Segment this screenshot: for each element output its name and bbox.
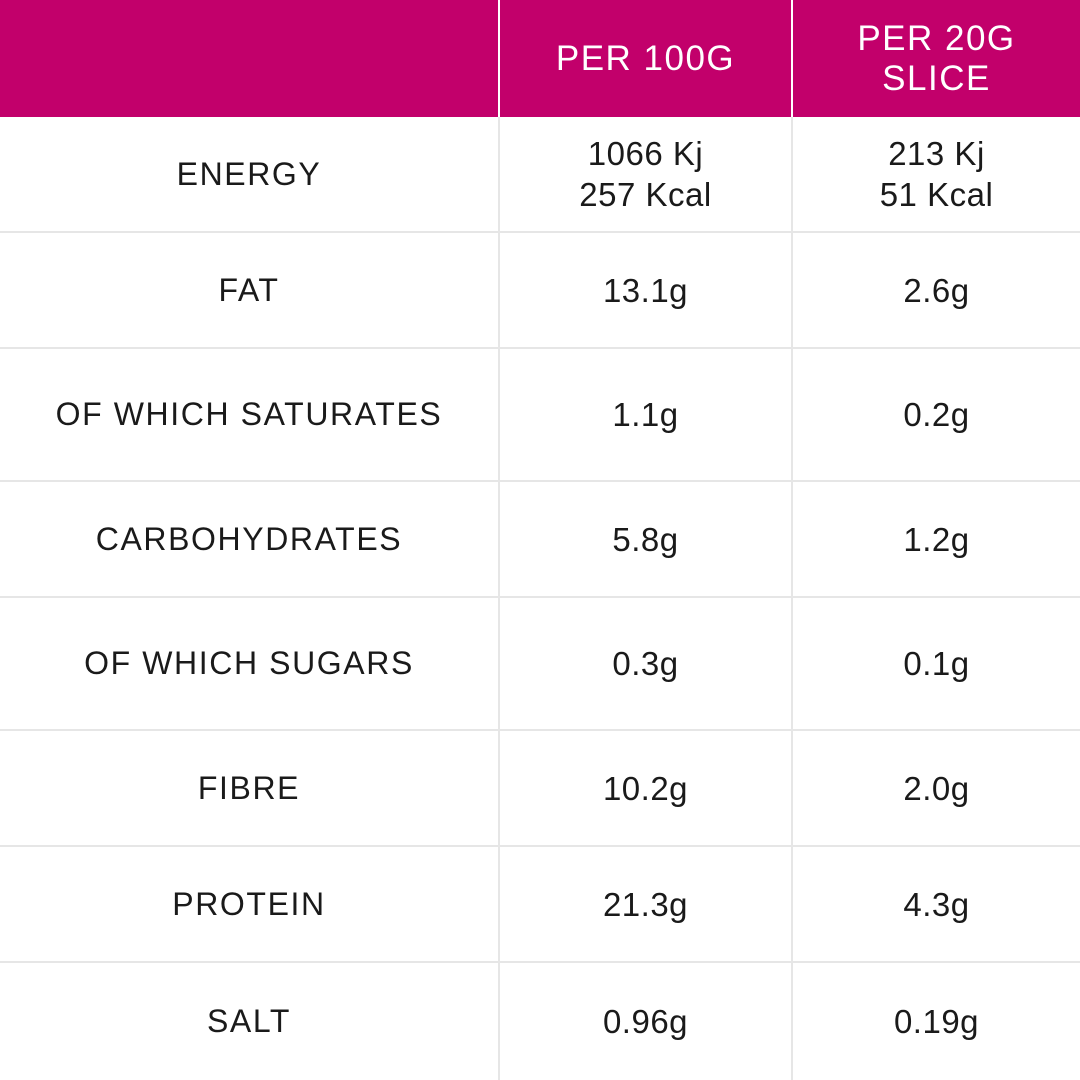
salt-slice: 0.19g [793, 963, 1080, 1080]
row-label-energy: ENERGY [0, 117, 500, 233]
fibre-per100: 10.2g [500, 731, 793, 847]
value: 0.2g [903, 396, 970, 433]
fat-slice: 2.6g [793, 233, 1080, 349]
energy-slice-stack: 213 Kj 51 Kcal [880, 133, 994, 215]
saturates-slice: 0.2g [793, 349, 1080, 482]
value: 13.1g [602, 271, 689, 309]
protein-per100: 21.3g [500, 847, 793, 963]
value: 0.96g [602, 1003, 689, 1040]
value: 0.3g [612, 645, 679, 682]
row-label-fibre: FIBRE [0, 731, 500, 847]
carbohydrates-per100: 5.8g [500, 482, 793, 598]
header-per-100g: PER 100G [500, 0, 793, 117]
energy-per100: 1066 Kj 257 Kcal [500, 117, 793, 233]
nutrient-label: SALT [206, 1003, 292, 1039]
sugars-per100: 0.3g [500, 598, 793, 731]
row-label-sugars: OF WHICH SUGARS [0, 598, 500, 731]
energy-slice: 213 Kj 51 Kcal [793, 117, 1080, 233]
nutrient-label: ENERGY [176, 155, 322, 192]
row-label-fat: FAT [0, 233, 500, 349]
row-label-carbohydrates: CARBOHYDRATES [0, 482, 500, 598]
header-per-slice-stack: PER 20G SLICE [857, 19, 1015, 99]
sugars-slice: 0.1g [793, 598, 1080, 731]
header-per-slice-line1: PER 20G [857, 18, 1016, 58]
carbohydrates-slice: 1.2g [793, 482, 1080, 598]
header-per-slice: PER 20G SLICE [793, 0, 1080, 117]
energy-per100-stack: 1066 Kj 257 Kcal [579, 133, 711, 215]
energy-per100-kcal: 257 Kcal [579, 176, 712, 213]
salt-per100: 0.96g [500, 963, 793, 1080]
protein-slice: 4.3g [793, 847, 1080, 963]
energy-slice-kj: 213 Kj [888, 135, 985, 172]
nutrient-label: PROTEIN [172, 885, 326, 922]
nutrient-label: FAT [218, 271, 280, 308]
row-label-salt: SALT [0, 963, 500, 1080]
nutrient-label: FIBRE [197, 769, 301, 806]
value: 1.1g [612, 396, 679, 433]
value: 4.3g [903, 885, 970, 923]
value: 2.0g [903, 769, 970, 807]
value: 2.6g [903, 271, 970, 309]
value: 1.2g [903, 520, 970, 558]
value: 5.8g [612, 520, 679, 558]
header-per-100g-label: PER 100G [555, 38, 736, 78]
energy-per100-kj: 1066 Kj [587, 135, 704, 172]
header-empty-cell [0, 0, 500, 117]
value: 0.1g [903, 645, 970, 682]
row-label-saturates: OF WHICH SATURATES [0, 349, 500, 482]
energy-slice-kcal: 51 Kcal [879, 176, 994, 213]
nutrient-label: OF WHICH SUGARS [84, 645, 414, 681]
row-label-protein: PROTEIN [0, 847, 500, 963]
header-per-slice-line2: SLICE [882, 58, 991, 98]
fibre-slice: 2.0g [793, 731, 1080, 847]
nutrient-label: OF WHICH SATURATES [55, 396, 443, 432]
saturates-per100: 1.1g [500, 349, 793, 482]
value: 0.19g [893, 1003, 980, 1040]
fat-per100: 13.1g [500, 233, 793, 349]
value: 10.2g [602, 769, 689, 807]
nutrient-label: CARBOHYDRATES [95, 520, 403, 557]
value: 21.3g [602, 885, 689, 923]
